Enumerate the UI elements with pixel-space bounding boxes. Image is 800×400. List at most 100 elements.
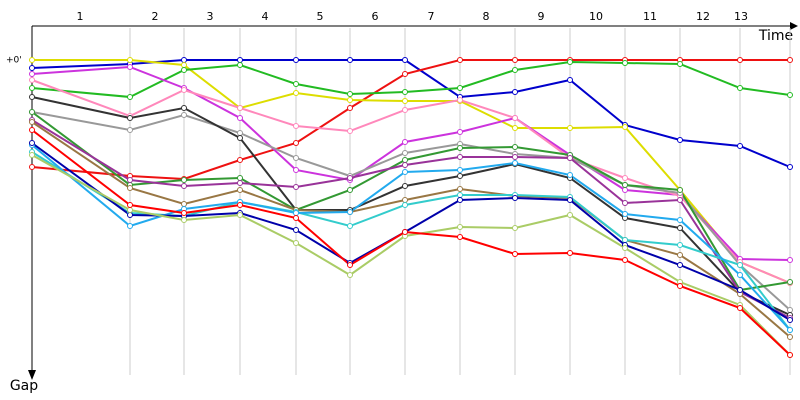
point — [127, 115, 133, 121]
series-line — [31, 79, 791, 284]
point — [347, 223, 353, 229]
point — [29, 164, 35, 170]
point — [567, 59, 573, 65]
x-tick-label: 5 — [317, 10, 324, 23]
point — [677, 197, 683, 203]
point — [677, 252, 683, 258]
point — [347, 187, 353, 193]
point — [512, 154, 518, 160]
point — [737, 85, 743, 91]
point — [457, 167, 463, 173]
x-tick-label: 4 — [262, 10, 269, 23]
x-tick-label: 2 — [152, 10, 159, 23]
x-tick-label: 13 — [734, 10, 748, 23]
series-line — [31, 154, 791, 356]
point — [567, 197, 573, 203]
point — [787, 352, 793, 358]
point — [127, 212, 133, 218]
point — [181, 210, 187, 216]
point — [457, 154, 463, 160]
point — [512, 125, 518, 131]
point — [293, 184, 299, 190]
y-axis-label: Gap — [10, 378, 38, 394]
point — [29, 152, 35, 158]
series-line — [31, 111, 791, 292]
point — [293, 140, 299, 146]
point — [347, 262, 353, 268]
point — [402, 98, 408, 104]
x-tick-label: 8 — [483, 10, 490, 23]
point — [127, 177, 133, 183]
point — [677, 187, 683, 193]
x-tick-label: 7 — [428, 10, 435, 23]
point — [787, 164, 793, 170]
point — [402, 197, 408, 203]
point — [622, 200, 628, 206]
point — [512, 195, 518, 201]
point — [29, 119, 35, 125]
point — [29, 77, 35, 83]
series-line — [31, 121, 791, 338]
point — [457, 186, 463, 192]
point — [622, 124, 628, 130]
point — [677, 61, 683, 67]
series-line — [31, 151, 791, 331]
point — [457, 234, 463, 240]
series-line — [31, 59, 791, 168]
point — [622, 187, 628, 193]
point — [512, 144, 518, 150]
series-line — [31, 144, 791, 331]
point — [787, 92, 793, 98]
x-tick-label: 3 — [207, 10, 214, 23]
point — [512, 160, 518, 166]
point — [237, 175, 243, 181]
point — [402, 157, 408, 163]
point — [512, 89, 518, 95]
point — [787, 327, 793, 333]
point — [457, 173, 463, 179]
point — [457, 192, 463, 198]
point — [127, 94, 133, 100]
point — [181, 217, 187, 223]
point — [622, 60, 628, 66]
series-line — [31, 96, 791, 316]
point — [293, 123, 299, 129]
point — [237, 62, 243, 68]
series-line — [31, 129, 791, 356]
point — [567, 125, 573, 131]
point — [29, 85, 35, 91]
point — [402, 107, 408, 113]
series-line — [31, 119, 791, 319]
point — [457, 145, 463, 151]
point — [622, 182, 628, 188]
point — [457, 197, 463, 203]
point — [512, 115, 518, 121]
x-tick-label: 9 — [538, 10, 545, 23]
point — [29, 109, 35, 115]
point — [293, 90, 299, 96]
point — [127, 185, 133, 191]
y-tick-label: +0' — [6, 56, 22, 66]
point — [293, 57, 299, 63]
x-tick-label: 11 — [643, 10, 657, 23]
point — [622, 245, 628, 251]
point — [237, 130, 243, 136]
point — [181, 67, 187, 73]
x-tick-label: 6 — [372, 10, 379, 23]
point — [29, 94, 35, 100]
point — [457, 224, 463, 230]
point — [512, 57, 518, 63]
point — [347, 105, 353, 111]
point — [622, 257, 628, 263]
point — [622, 237, 628, 243]
point — [737, 287, 743, 293]
point — [402, 229, 408, 235]
point — [29, 127, 35, 133]
point — [347, 91, 353, 97]
point — [293, 210, 299, 216]
point — [347, 57, 353, 63]
point — [677, 137, 683, 143]
point — [181, 105, 187, 111]
point — [237, 57, 243, 63]
